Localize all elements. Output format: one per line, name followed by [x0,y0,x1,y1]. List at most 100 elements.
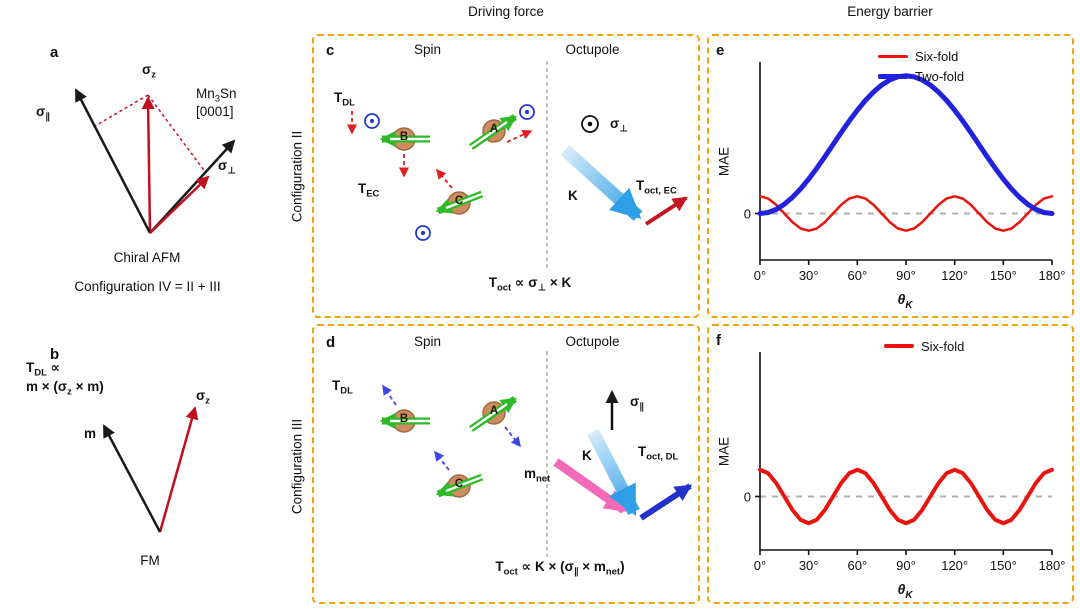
toct-ec-arrow [644,196,688,226]
panel-d-spin-diagram [379,351,548,557]
config2-energy-box [707,34,1074,318]
panel-b-letter: b [50,346,60,363]
legend-label: Six-fold [915,48,959,64]
out-of-plane-icon [415,225,431,241]
octupole-k-arrow [587,429,640,517]
chart-e-legend: Six-fold Two-fold [878,46,964,86]
svg-text:150°: 150° [990,558,1017,573]
out-of-plane-icon [364,113,380,129]
spin-arrow-c-stripe [445,192,483,210]
octupole-title: Octupole [565,42,620,57]
octupole-k-arrow [560,145,643,221]
chart-f-xlabel: θK [897,581,913,601]
panel-c-spin-diagram [347,61,548,269]
svg-text:60°: 60° [847,268,867,283]
panel-d-octupole-diagram [553,390,693,521]
panel-a-letter: a [50,44,59,61]
mnet-label: mnet [524,466,551,485]
crystal-name-label: Mn3Sn [196,86,237,105]
legend-item-twofold: Two-fold [878,66,964,86]
torque-dl-arrow-a [504,426,521,448]
sigma-perp-out-of-plane-icon [581,115,599,133]
panel-d-formula: Toct ∝ K × (σ∥ × mnet) [495,559,625,578]
atom-b-label: B [399,131,409,143]
panel-e-letter: e [716,42,725,59]
torque-dl-arrow-c [434,450,450,471]
legend-item-sixfold: Six-fold [884,336,964,356]
config2-driving-box [312,34,700,318]
panel-c-formula: Toct ∝ σ⊥ × K [488,275,572,294]
svg-text:90°: 90° [896,268,916,283]
svg-text:0°: 0° [754,268,766,283]
atom-b-label: B [399,413,409,425]
twofold-line-swatch [878,73,908,79]
svg-text:120°: 120° [941,558,968,573]
atom-c-label: C [454,478,464,490]
t-ec-label: TEC [358,181,380,200]
mae-vs-angle-chart-f: 0° 30° 60° 90° 120° 150° 180° 0 [744,352,1066,573]
sigma-parallel-label: σ∥ [36,104,50,123]
out-of-plane-icon [519,104,535,120]
panel-f-letter: f [716,332,721,349]
octupole-title: Octupole [565,334,620,349]
svg-text:0°: 0° [754,558,766,573]
row-label-configuration-3: Configuration III [289,418,305,515]
spin-title: Spin [413,42,442,57]
projection-dotted-line [147,94,207,174]
legend-item-sixfold: Six-fold [878,46,964,66]
panel-a-configuration-caption: Configuration IV = II + III [74,279,221,294]
panel-c-letter: c [326,42,335,59]
row-label-configuration-2: Configuration II [289,130,305,223]
sigma-perp-arrow [149,175,210,234]
svg-text:0: 0 [744,207,751,222]
projection-dotted-line [94,94,149,127]
spin-arrow-c-stripe [445,475,483,493]
chart-f-legend: Six-fold [884,336,964,356]
svg-text:180°: 180° [1039,268,1066,283]
atom-c-label: C [454,195,464,207]
torque-dl-arrow-b [382,384,397,406]
chart-e-ylabel: MAE [716,146,732,177]
toct-ec-label: Toct, EC [636,178,677,197]
sixfold-line-swatch [884,344,914,348]
config3-energy-box [707,324,1074,604]
crystal-axis-arrow [149,139,236,234]
crystal-axis-label: [0001] [196,104,234,119]
driving-force-header: Driving force [468,4,544,19]
k-vector-label: K [568,188,578,203]
svg-text:180°: 180° [1039,558,1066,573]
toct-dl-label: Toct, DL [638,444,679,463]
config3-driving-box [312,324,700,604]
svg-text:30°: 30° [799,558,819,573]
sigma-perp-label: σ⊥ [218,158,236,177]
atom-a-label: A [489,123,499,135]
panel-a-caption: Chiral AFM [113,250,181,265]
torque-ec-arrow-c [436,168,453,189]
sigma-parallel-label: σ∥ [630,394,644,413]
sigma-z-label: σz [142,62,156,81]
panel-d-letter: d [326,334,336,351]
torque-ec-arrow-a [506,129,533,143]
t-dl-label: TDL [334,90,355,109]
panel-b-vector-diagram [102,406,199,533]
legend-label: Six-fold [921,338,965,354]
torque-formula-line2: m × (σz × m) [26,379,104,398]
magnetization-label: m [84,426,97,441]
atom-a-label: A [489,405,499,417]
sigma-z-label: σz [196,388,210,407]
sigma-parallel-arrow [74,88,152,234]
spin-title: Spin [413,334,442,349]
svg-text:0: 0 [744,489,751,504]
legend-label: Two-fold [915,68,965,84]
spin-arrow-a-stripe [470,403,508,430]
svg-text:150°: 150° [990,268,1017,283]
magnetization-arrow [102,424,162,533]
svg-text:90°: 90° [896,558,916,573]
panel-a-vector-diagram [74,88,236,234]
toct-dl-arrow [639,483,693,521]
svg-text:30°: 30° [799,268,819,283]
chart-f-ylabel: MAE [716,436,732,467]
sigma-perp-label: σ⊥ [610,116,628,135]
panel-c-octupole-diagram [560,115,688,226]
